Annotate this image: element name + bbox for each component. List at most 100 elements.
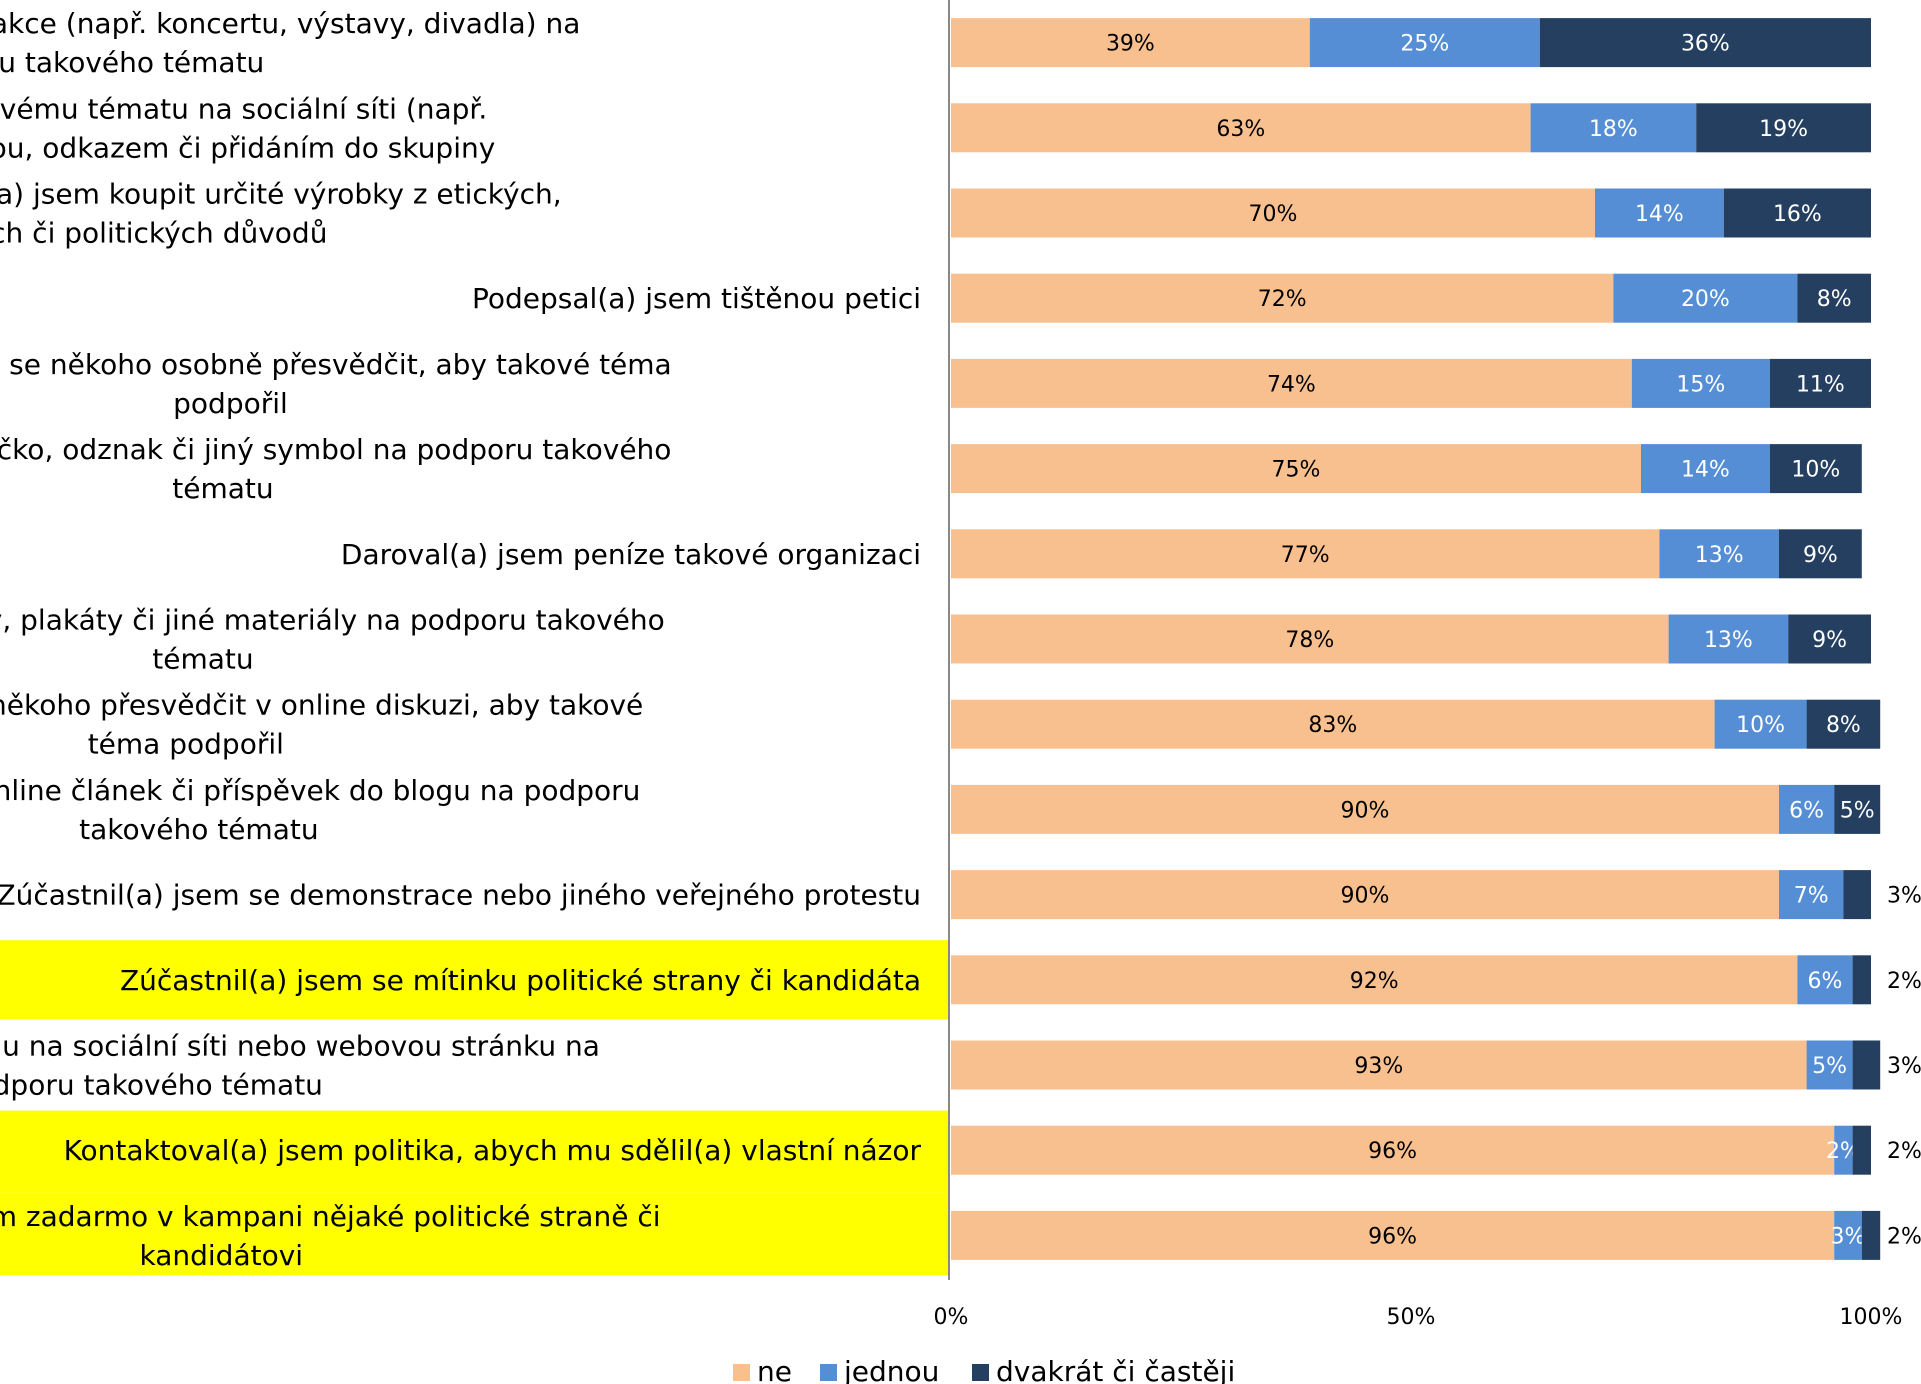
bar-segment [1641, 444, 1770, 494]
data-label: 18% [1589, 117, 1638, 142]
bar-segment [951, 273, 1614, 323]
bar-segment [951, 699, 1715, 749]
bar-segment [1779, 870, 1844, 920]
highlight-band [0, 940, 949, 1020]
highlight-band [0, 1192, 949, 1275]
bar-segment [951, 444, 1641, 494]
x-tick-label: 50% [1387, 1305, 1436, 1330]
legend: ne jednou dvakrát či častěji [733, 1355, 1235, 1384]
bar-segment [951, 529, 1660, 579]
bar-segment [951, 103, 1531, 153]
data-label: 93% [1354, 1054, 1403, 1079]
category-label-line: kandidátovi [140, 1239, 304, 1272]
data-label: 8% [1817, 287, 1852, 312]
bars-group: 39% 25% 36% 63% 18% 19% 70% 14% 16% 72% 20% 8% 74% 15… [951, 18, 1921, 1260]
category-label-line: takového tématu [79, 813, 318, 846]
data-label: 3% [1831, 1224, 1866, 1249]
bar-segment [1834, 1210, 1862, 1260]
legend-label: jednou [843, 1355, 939, 1384]
bar-segment [1696, 103, 1871, 153]
data-label: 9% [1803, 543, 1838, 568]
bar-segment [1539, 18, 1871, 68]
data-label: 16% [1773, 202, 1822, 227]
category-label-line: Nosil(a) jsem tričko, odznak či jiný sym… [0, 433, 671, 466]
category-label-line: Zúčastnil(a) jsem se kulturní akce (např… [0, 7, 580, 40]
category-label: Pokusil(a) jsem se někoho osobně přesvěd… [0, 348, 672, 420]
data-label: 75% [1272, 458, 1321, 483]
data-label: 2% [1887, 969, 1921, 994]
legend-label: ne [757, 1355, 792, 1384]
data-label: 10% [1736, 713, 1785, 738]
bar-segment [951, 614, 1669, 664]
category-label-line: Pokusil(a) jsem se někoho osobně přesvěd… [0, 348, 672, 381]
category-label: Podepsal(a) jsem tištěnou petici [472, 282, 921, 315]
data-label: 3% [1887, 884, 1921, 909]
data-label: 9% [1812, 628, 1847, 653]
data-label: 5% [1812, 1054, 1847, 1079]
bar-segment [1852, 955, 1871, 1005]
x-axis-tick-labels: 0% 50% 100% [934, 1305, 1903, 1330]
category-label-line: ekologických či politických důvodů [0, 217, 327, 250]
highlight-band [0, 1110, 949, 1193]
bar-segment [1788, 614, 1871, 664]
bar-segment [1714, 699, 1807, 749]
bar-segment [1806, 699, 1881, 749]
data-label: 13% [1695, 543, 1744, 568]
bar-segment [1668, 614, 1789, 664]
category-label: Pokusil(a) jsem se někoho přesvědčit v o… [0, 689, 643, 761]
bar-segment [1723, 188, 1871, 238]
data-label: 92% [1350, 969, 1399, 994]
category-label-line: podpořil [173, 387, 288, 420]
data-label: 14% [1635, 202, 1684, 227]
data-label: 6% [1808, 969, 1843, 994]
bar-segment [951, 358, 1632, 408]
category-label-line: podporu takového tématu [0, 1069, 323, 1102]
data-label: 11% [1796, 372, 1845, 397]
data-label: 39% [1106, 32, 1155, 57]
x-tick-label: 0% [934, 1305, 969, 1330]
bar-segment [1797, 955, 1853, 1005]
bar-segment [1779, 529, 1862, 579]
category-label: Zúčastnil(a) jsem se demonstrace nebo ji… [0, 879, 921, 912]
bar-segment [951, 188, 1595, 238]
bar-segment [1595, 188, 1724, 238]
category-label: Koupil(a) jsem nebo odmítl(a) jsem koupi… [0, 178, 562, 250]
category-label: Napsal(a) jsem online článek či příspěve… [0, 774, 640, 846]
bar-segment [1769, 358, 1871, 408]
bar-segment [1309, 18, 1540, 68]
data-label: 36% [1681, 32, 1730, 57]
bar-segment [951, 1125, 1835, 1175]
bar-segment [1834, 784, 1881, 834]
data-label: 83% [1308, 713, 1357, 738]
x-tick-label: 100% [1840, 1305, 1903, 1330]
category-label-line: Šířil(a) jsem letáky, plakáty či jiné ma… [0, 603, 665, 637]
bar-segment [1779, 784, 1835, 834]
category-label: Vytvořil(a) jsem skupinu na sociální sít… [0, 1030, 600, 1102]
category-label-line: tématu [152, 643, 253, 676]
category-label-line: Vyjádřila(a) jsem se k takovému tématu n… [0, 92, 487, 125]
category-label-line: Napsal(a) jsem online článek či příspěve… [0, 774, 640, 807]
data-label: 20% [1681, 287, 1730, 312]
data-label: 2% [1887, 1224, 1921, 1249]
legend-swatch [820, 1364, 837, 1381]
bar-segment [951, 1210, 1835, 1260]
bar-segment [1631, 358, 1770, 408]
category-label: Vyjádřila(a) jsem se k takovému tématu n… [0, 92, 495, 164]
data-label: 25% [1400, 32, 1449, 57]
category-label-line: Vytvořil(a) jsem skupinu na sociální sít… [0, 1030, 600, 1063]
category-label: Pomáhal(a) jsem zadarmo v kampani nějaké… [0, 1200, 661, 1272]
data-label: 15% [1676, 372, 1725, 397]
category-label-line: Pomáhal(a) jsem zadarmo v kampani nějaké… [0, 1200, 661, 1233]
data-label: 13% [1704, 628, 1753, 653]
data-label: 7% [1794, 884, 1829, 909]
category-label-line: Koupil(a) jsem nebo odmítl(a) jsem koupi… [0, 178, 562, 211]
data-label: 70% [1249, 202, 1298, 227]
bar-segment [951, 18, 1310, 68]
bar-segment [951, 870, 1779, 920]
category-label-line: téma podpořil [88, 728, 284, 761]
data-label: 2% [1887, 1139, 1921, 1164]
data-label: 14% [1681, 458, 1730, 483]
category-labels: Zúčastnil(a) jsem se kulturní akce (např… [0, 7, 921, 1272]
data-label: 8% [1826, 713, 1861, 738]
